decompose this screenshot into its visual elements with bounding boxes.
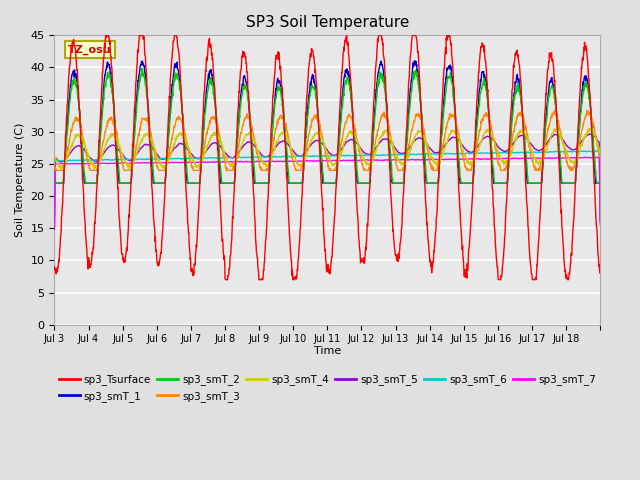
sp3_smT_2 [303,125,310,131]
sp3_smT_2 [596,180,604,186]
Title: SP3 Soil Temperature: SP3 Soil Temperature [246,15,409,30]
sp3_smT_3 [136,125,144,131]
sp3_smT_6 [536,149,543,155]
sp3_smT_3 [456,140,464,146]
sp3_smT_4 [536,157,544,163]
Line: sp3_smT_3: sp3_smT_3 [54,110,600,170]
Legend: sp3_Tsurface, sp3_smT_1, sp3_smT_2, sp3_smT_3, sp3_smT_4, sp3_smT_5, sp3_smT_6, : sp3_Tsurface, sp3_smT_1, sp3_smT_2, sp3_… [54,371,600,406]
sp3_smT_4 [314,130,321,135]
sp3_smT_5 [456,139,463,144]
sp3_smT_5 [536,148,543,154]
sp3_Tsurface [456,217,464,223]
sp3_smT_1 [51,180,58,186]
sp3_smT_2 [589,141,597,146]
sp3_smT_1 [456,180,464,186]
sp3_smT_7 [456,156,463,162]
sp3_Tsurface [536,206,544,212]
sp3_smT_1 [589,148,597,154]
sp3_smT_7 [596,222,604,228]
sp3_smT_6 [596,217,604,223]
sp3_smT_7 [51,226,58,231]
sp3_smT_4 [303,151,310,156]
sp3_smT_3 [52,168,60,173]
sp3_smT_7 [581,154,589,160]
sp3_smT_7 [303,158,310,164]
sp3_smT_5 [136,147,143,153]
sp3_Tsurface [51,264,58,269]
sp3_smT_2 [456,175,464,180]
sp3_smT_1 [136,67,143,72]
sp3_smT_4 [58,166,65,171]
sp3_Tsurface [102,33,110,38]
sp3_smT_3 [583,108,591,113]
sp3_smT_1 [314,104,321,109]
sp3_smT_3 [303,142,310,148]
sp3_smT_5 [51,226,58,232]
sp3_smT_6 [51,223,58,229]
sp3_smT_5 [303,148,310,154]
Line: sp3_smT_5: sp3_smT_5 [54,134,600,229]
sp3_smT_7 [313,158,321,164]
sp3_smT_1 [596,180,604,186]
sp3_smT_6 [456,151,463,156]
sp3_Tsurface [136,33,144,38]
sp3_smT_2 [138,65,146,71]
sp3_smT_2 [536,180,544,186]
sp3_Tsurface [303,89,311,95]
sp3_smT_5 [596,218,604,224]
sp3_smT_3 [51,161,58,167]
sp3_smT_2 [136,74,143,80]
sp3_smT_6 [303,154,310,159]
Line: sp3_Tsurface: sp3_Tsurface [54,36,600,280]
sp3_smT_1 [303,119,310,124]
sp3_smT_7 [136,160,143,166]
sp3_Tsurface [596,266,604,272]
X-axis label: Time: Time [314,346,341,356]
sp3_smT_4 [136,140,144,146]
sp3_smT_6 [593,148,601,154]
sp3_smT_2 [51,180,58,186]
Y-axis label: Soil Temperature (C): Soil Temperature (C) [15,123,25,237]
sp3_smT_6 [589,149,597,155]
sp3_smT_5 [589,133,597,139]
sp3_smT_6 [136,156,143,162]
sp3_smT_1 [536,180,544,186]
sp3_smT_1 [138,58,146,64]
sp3_Tsurface [314,108,321,113]
sp3_smT_7 [536,156,543,161]
Line: sp3_smT_7: sp3_smT_7 [54,157,600,228]
sp3_smT_4 [585,125,593,131]
sp3_smT_4 [456,140,464,145]
sp3_smT_6 [313,153,321,159]
sp3_smT_4 [596,149,604,155]
sp3_smT_3 [314,118,321,123]
Line: sp3_smT_4: sp3_smT_4 [54,128,600,168]
Line: sp3_smT_6: sp3_smT_6 [54,151,600,226]
sp3_Tsurface [590,169,598,175]
Line: sp3_smT_2: sp3_smT_2 [54,68,600,183]
sp3_smT_4 [590,131,598,136]
sp3_smT_4 [51,153,58,158]
sp3_smT_3 [590,124,598,130]
sp3_smT_5 [586,131,594,137]
sp3_smT_5 [313,138,321,144]
Text: TZ_osu: TZ_osu [68,45,111,55]
Line: sp3_smT_1: sp3_smT_1 [54,61,600,183]
sp3_Tsurface [221,277,229,283]
sp3_smT_3 [536,163,544,169]
sp3_smT_7 [589,155,597,161]
sp3_smT_3 [596,155,604,160]
sp3_smT_2 [314,102,321,108]
